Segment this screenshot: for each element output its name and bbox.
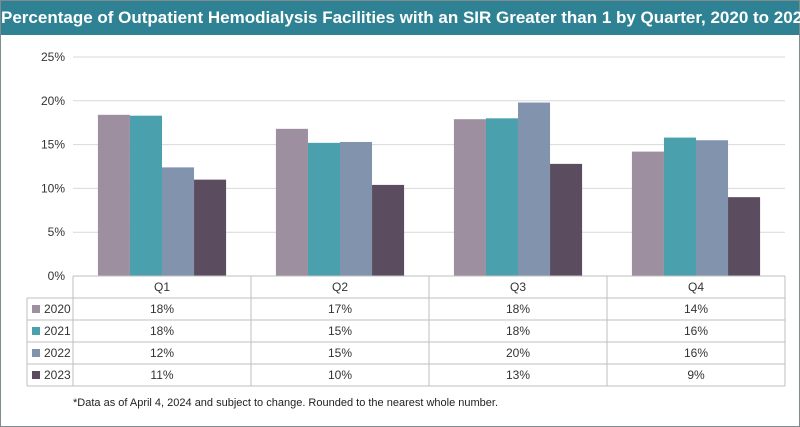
y-tick-label: 10% (41, 181, 65, 195)
data-label: 17% (328, 302, 352, 316)
legend-swatch-2021 (32, 327, 40, 335)
y-tick-label: 0% (48, 269, 66, 283)
bar-2022-Q1 (162, 167, 195, 276)
data-label: 15% (328, 324, 352, 338)
category-label: Q3 (510, 280, 526, 294)
legend-swatch-2022 (32, 349, 40, 357)
y-tick-label: 5% (48, 225, 66, 239)
data-label: 13% (506, 368, 530, 382)
data-label: 16% (684, 324, 708, 338)
category-label: Q2 (332, 280, 348, 294)
footnote: *Data as of April 4, 2024 and subject to… (73, 397, 499, 409)
bar-2023-Q3 (550, 163, 583, 276)
data-label: 18% (506, 302, 530, 316)
data-label: 18% (150, 324, 174, 338)
bar-2022-Q4 (696, 140, 729, 276)
legend-label: 2020 (44, 302, 71, 316)
bar-2022-Q2 (340, 141, 373, 276)
bar-2023-Q1 (194, 179, 227, 276)
legend-label: 2023 (44, 368, 71, 382)
category-label: Q4 (688, 280, 704, 294)
data-label: 14% (684, 302, 708, 316)
legend-swatch-2020 (32, 305, 40, 313)
bar-2020-Q4 (631, 151, 664, 276)
bar-2021-Q2 (307, 142, 340, 276)
bar-2022-Q3 (518, 102, 551, 276)
y-tick-label: 20% (41, 94, 65, 108)
y-tick-label: 15% (41, 138, 65, 152)
data-label: 11% (150, 368, 173, 382)
y-tick-label: 25% (41, 50, 65, 64)
data-label: 9% (687, 368, 705, 382)
bar-2020-Q1 (97, 114, 130, 276)
data-label: 20% (506, 346, 530, 360)
category-label: Q1 (154, 280, 170, 294)
bar-2021-Q4 (663, 137, 696, 276)
bar-chart: 0% 5% 10% 15% 20% 25% Q1 Q2 Q3 Q4 2020 18% 17% 18% 14%… (26, 50, 786, 387)
data-label: 15% (328, 346, 352, 360)
bar-2020-Q3 (453, 119, 486, 276)
legend-label: 2021 (44, 324, 71, 338)
data-label: 18% (150, 302, 174, 316)
bar-2020-Q2 (275, 128, 308, 276)
bar-2021-Q3 (485, 118, 518, 276)
bar-2023-Q2 (372, 184, 405, 276)
data-label: 12% (150, 346, 174, 360)
bar-2021-Q1 (129, 115, 162, 276)
bar-2023-Q4 (728, 197, 761, 276)
data-label: 10% (328, 368, 352, 382)
chart-title: Percentage of Outpatient Hemodialysis Fa… (1, 1, 800, 35)
legend-label: 2022 (44, 346, 71, 360)
data-label: 18% (506, 324, 530, 338)
data-label: 16% (684, 346, 708, 360)
legend-swatch-2023 (32, 371, 40, 379)
